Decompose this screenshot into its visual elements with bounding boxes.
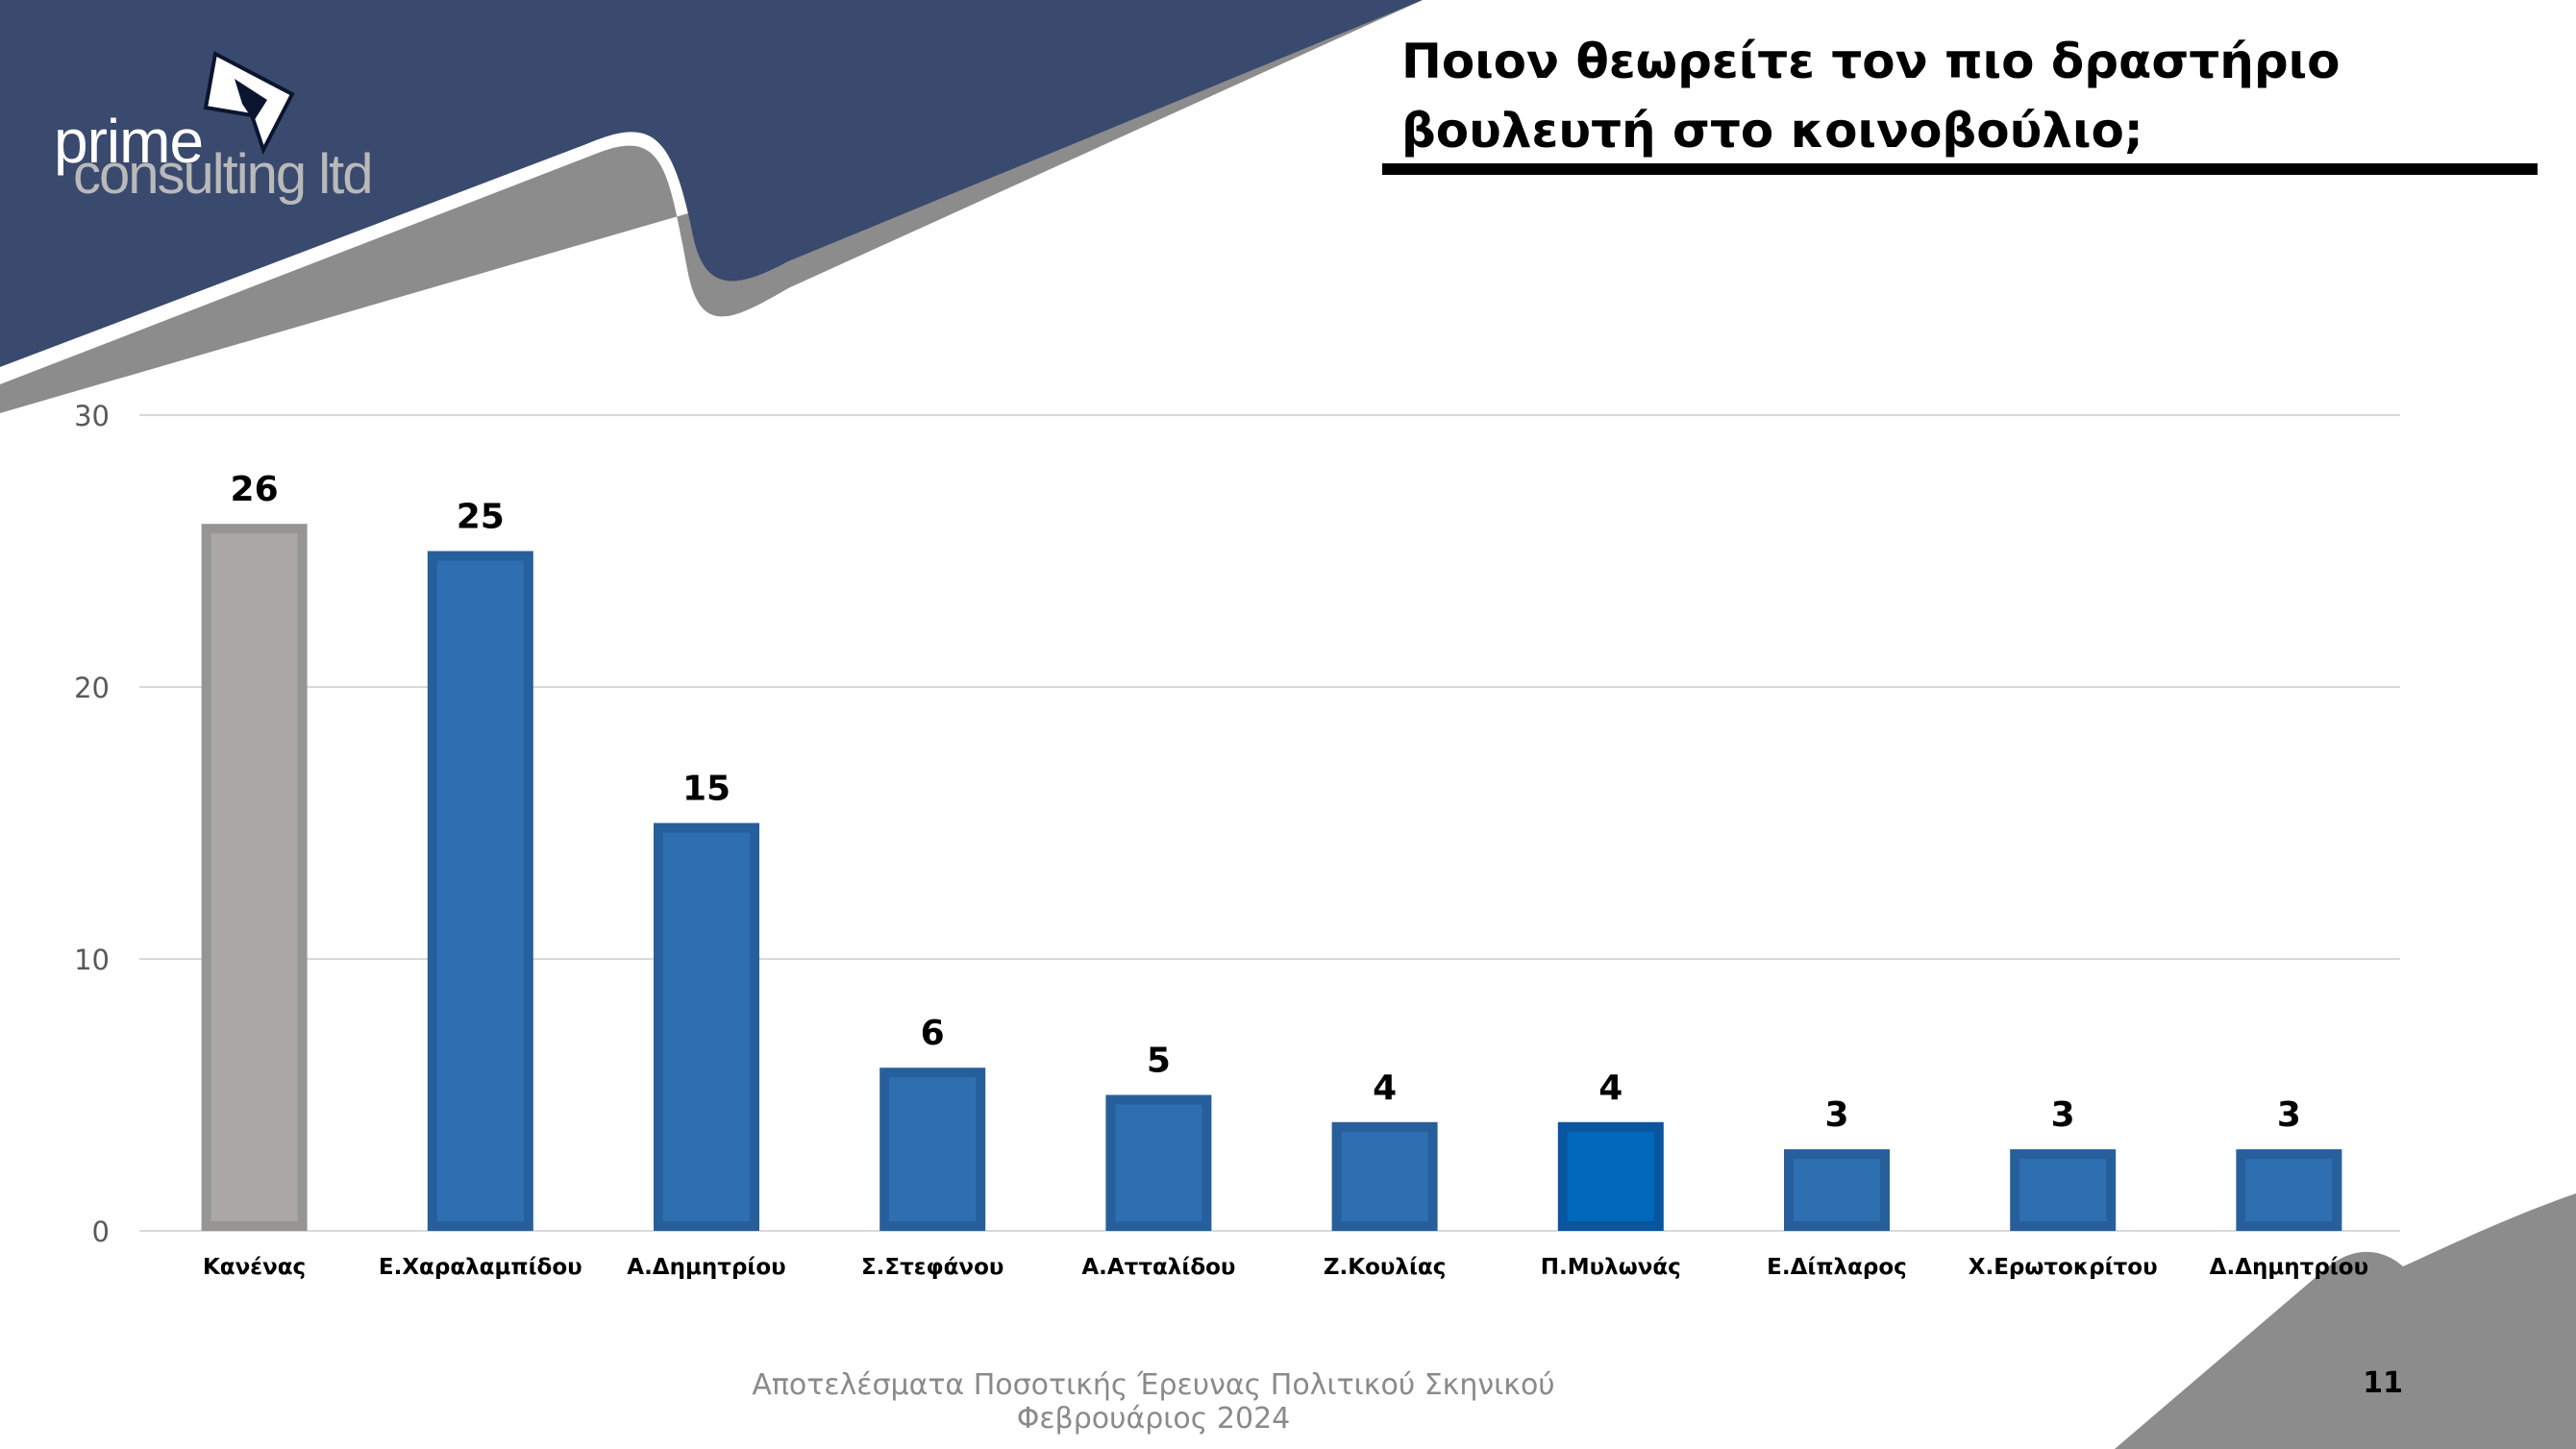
category-label-6: Ζ.Κουλίας [1324,1255,1447,1280]
category-label-3: Α.Δημητρίου [627,1255,785,1280]
y-tick-label: 0 [92,1216,110,1248]
bar-2 [427,551,533,1231]
bar-5 [1105,1094,1212,1231]
category-label-5: Α.Ατταλίδου [1081,1255,1235,1280]
data-label-3: 15 [682,770,731,809]
bar-7 [1557,1121,1664,1232]
data-label-6: 4 [1373,1068,1397,1108]
category-label-9: Χ.Ερωτοκρίτου [1969,1255,2158,1280]
title-underline [1382,163,2538,175]
y-tick-label: 20 [74,672,110,704]
y-tick-label: 10 [74,944,110,976]
data-label-2: 25 [457,498,505,537]
data-label-5: 5 [1147,1042,1171,1081]
data-label-7: 4 [1598,1068,1622,1108]
category-label-7: Π.Μυλωνάς [1541,1255,1681,1280]
logo-text-prime: prime [54,107,204,176]
category-label-1: Κανένας [203,1255,306,1280]
logo-text-consulting: consulting ltd [73,143,374,206]
data-label-10: 3 [2277,1095,2301,1135]
bar-6 [1331,1121,1438,1232]
slide-title: Ποιον θεωρείτε τον πιο δραστήριο βουλευτ… [1401,34,2341,159]
company-logo: prime consulting ltd [50,50,396,206]
data-label-1: 26 [231,470,279,509]
page-number: 11 [2363,1366,2403,1400]
category-label-10: Δ.Δημητρίου [2210,1255,2368,1280]
category-label-4: Σ.Στεφάνου [861,1255,1003,1280]
footer-gray-corner [2115,1193,2576,1449]
data-label-9: 3 [2051,1095,2075,1135]
category-label-8: Ε.Δίπλαρος [1767,1255,1907,1280]
category-label-2: Ε.Χαραλαμπίδου [379,1255,582,1280]
data-label-4: 6 [921,1014,945,1053]
logo-star-icon [203,50,295,156]
bar-8 [1784,1149,1890,1231]
bar-3 [654,823,759,1231]
bar-1 [201,524,308,1231]
bar-9 [2010,1149,2117,1231]
data-label-8: 3 [1824,1095,1848,1135]
y-tick-label: 30 [74,400,110,432]
header-blue-band [0,0,1423,367]
slide-footer: Αποτελέσματα Ποσοτικής Έρευνας Πολιτικού… [752,1368,1555,1436]
bar-4 [879,1068,986,1231]
bar-10 [2236,1149,2342,1231]
